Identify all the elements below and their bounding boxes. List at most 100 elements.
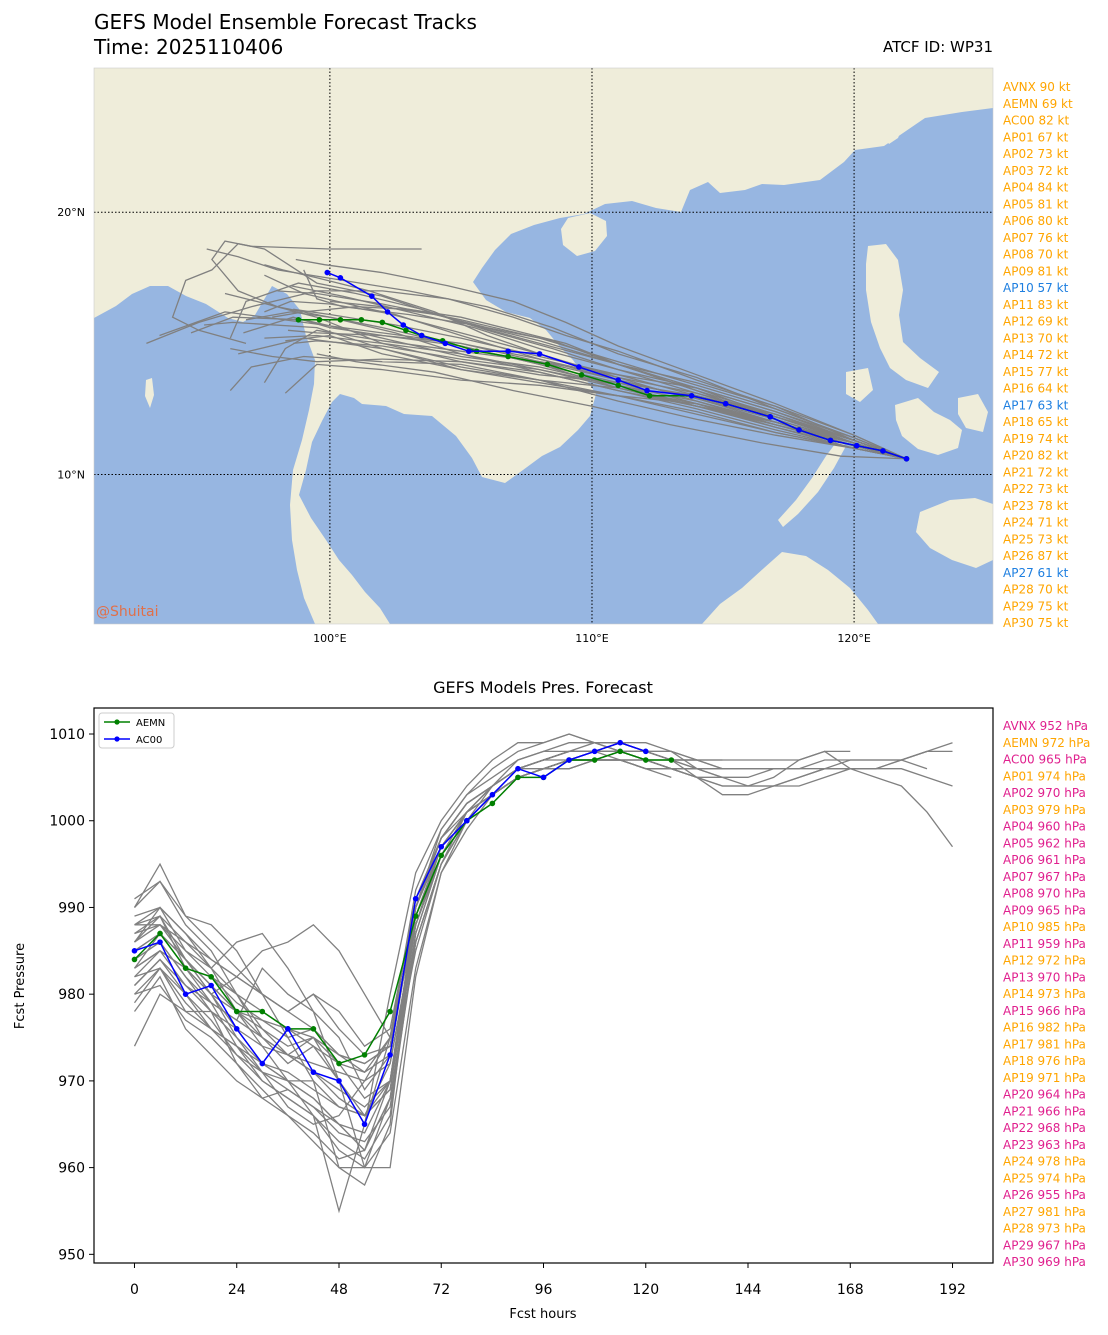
- intensity-label: AP20 82 kt: [1003, 449, 1069, 463]
- y-tick-label: 970: [58, 1074, 85, 1090]
- ac00-track-point: [903, 455, 910, 462]
- member-track-line: [316, 353, 907, 460]
- aemn-track-point: [505, 353, 511, 360]
- pressure-label: AP06 961 hPa: [1003, 853, 1086, 867]
- intensity-label: AP15 77 kt: [1003, 365, 1069, 379]
- pressure-label: AP18 976 hPa: [1003, 1054, 1086, 1068]
- ac00-pressure-point: [285, 1026, 291, 1032]
- aemn-track-point: [358, 316, 365, 323]
- land-hainan: [561, 213, 607, 256]
- lat-tick-label: 20°N: [57, 206, 85, 219]
- aemn-pressure-point: [361, 1052, 368, 1058]
- pressure-label: AEMN 972 hPa: [1003, 736, 1090, 750]
- ac00-track-point: [337, 275, 344, 281]
- pressure-label: AP27 981 hPa: [1003, 1205, 1086, 1219]
- pressure-label: AP29 967 hPa: [1003, 1238, 1086, 1252]
- x-tick-label: 168: [837, 1282, 864, 1298]
- pressure-label: AP05 962 hPa: [1003, 836, 1086, 850]
- member-track-line: [295, 258, 907, 460]
- pressure-label: AP01 974 hPa: [1003, 769, 1086, 783]
- ac00-track-point: [827, 437, 834, 444]
- member-track-line: [303, 269, 907, 460]
- pressure-label: AP16 982 hPa: [1003, 1021, 1086, 1035]
- intensity-label: AP28 70 kt: [1003, 583, 1069, 597]
- lon-tick-label: 110°E: [575, 632, 608, 645]
- x-tick-label: 24: [228, 1282, 246, 1298]
- pressure-label: AP28 973 hPa: [1003, 1222, 1086, 1236]
- ac00-pressure-point: [208, 982, 214, 989]
- aemn-pressure-point: [489, 800, 496, 807]
- pressure-label: AP30 969 hPa: [1003, 1255, 1086, 1269]
- pressure-label: AP25 974 hPa: [1003, 1171, 1086, 1185]
- ac00-pressure-point: [617, 739, 623, 746]
- aemn-track-point: [295, 316, 302, 323]
- pressure-label: AVNX 952 hPa: [1003, 719, 1088, 733]
- pressure-label: AP23 963 hPa: [1003, 1138, 1086, 1152]
- intensity-label: AP08 70 kt: [1003, 248, 1069, 262]
- ac00-pressure-point: [361, 1121, 368, 1128]
- pressure-chart-title: GEFS Models Pres. Forecast: [433, 678, 653, 697]
- intensity-label: AP10 57 kt: [1003, 281, 1069, 295]
- pressure-label: AP03 979 hPa: [1003, 803, 1086, 817]
- pressure-label: AP17 981 hPa: [1003, 1037, 1086, 1051]
- land-taiwan: [878, 78, 914, 144]
- ac00-pressure-point: [310, 1069, 317, 1076]
- pressure-label: AP22 968 hPa: [1003, 1121, 1086, 1135]
- x-tick-label: 144: [735, 1282, 762, 1298]
- aemn-pressure-point: [157, 930, 163, 937]
- ac00-pressure-point: [336, 1078, 342, 1084]
- pressure-label: AP04 960 hPa: [1003, 820, 1086, 834]
- ac00-track-point: [576, 364, 582, 370]
- chart-title: GEFS Model Ensemble Forecast Tracks: [94, 10, 477, 34]
- intensity-label: AP03 72 kt: [1003, 164, 1069, 178]
- highlight-tracks: [295, 269, 910, 462]
- map-tick-labels: 100°E 110°E 120°E 10°N 20°N: [57, 206, 871, 645]
- forecast-time: Time: 2025110406: [94, 35, 284, 59]
- y-tick-label: 1000: [49, 814, 85, 830]
- aemn-pressure-point: [336, 1060, 342, 1067]
- pressure-legend: AEMN AC00: [98, 712, 175, 749]
- y-axis-label: Fcst Pressure: [13, 943, 28, 1029]
- intensity-label: AEMN 69 kt: [1003, 97, 1073, 111]
- aemn-pressure-point: [438, 852, 445, 859]
- pressure-label: AP15 966 hPa: [1003, 1004, 1086, 1018]
- ac00-track-point: [400, 322, 407, 328]
- legend-marker-ac00: [114, 736, 120, 742]
- member-track-line: [284, 363, 907, 460]
- x-tick-label: 48: [330, 1282, 348, 1298]
- pressure-label: AP24 978 hPa: [1003, 1155, 1086, 1169]
- pressure-label: AP14 973 hPa: [1003, 987, 1086, 1001]
- intensity-label: AC00 82 kt: [1003, 114, 1069, 128]
- pressure-label: AP26 955 hPa: [1003, 1188, 1086, 1202]
- track-map-chart: 100°E 110°E 120°E 10°N 20°N @Shuitai AVNX 90…: [57, 67, 1073, 645]
- ac00-pressure-point: [131, 948, 138, 954]
- land-borneo: [702, 552, 878, 624]
- pressure-label: AP07 967 hPa: [1003, 870, 1086, 884]
- intensity-label: AP14 72 kt: [1003, 348, 1069, 362]
- intensity-label: AP27 61 kt: [1003, 566, 1069, 580]
- pressure-label: AP13 970 hPa: [1003, 970, 1086, 984]
- intensity-label: AP13 70 kt: [1003, 331, 1069, 345]
- ac00-track-point: [369, 293, 375, 299]
- pressure-label: AP08 970 hPa: [1003, 887, 1086, 901]
- land-mindanao: [916, 498, 993, 568]
- land-samar-leyte: [958, 394, 988, 432]
- x-tick-label: 96: [535, 1282, 553, 1298]
- aemn-track-point: [544, 361, 551, 368]
- member-track-line: [293, 340, 907, 460]
- aemn-pressure-point: [617, 748, 623, 755]
- map-frame: [93, 67, 994, 625]
- aemn-pressure-point: [131, 956, 138, 963]
- ac00-track-point: [442, 340, 449, 347]
- aemn-track-point: [578, 372, 585, 378]
- ac00-pressure-point: [464, 817, 470, 824]
- intensity-label: AP02 73 kt: [1003, 147, 1069, 161]
- aemn-pressure-point: [668, 757, 675, 763]
- aemn-pressure-line: [133, 750, 672, 1065]
- intensity-label: AP22 73 kt: [1003, 482, 1069, 496]
- ac00-pressure-point: [438, 843, 445, 850]
- ac00-pressure-point: [387, 1052, 393, 1058]
- pressure-label: AC00 965 hPa: [1003, 753, 1087, 767]
- aemn-pressure-point: [310, 1026, 317, 1032]
